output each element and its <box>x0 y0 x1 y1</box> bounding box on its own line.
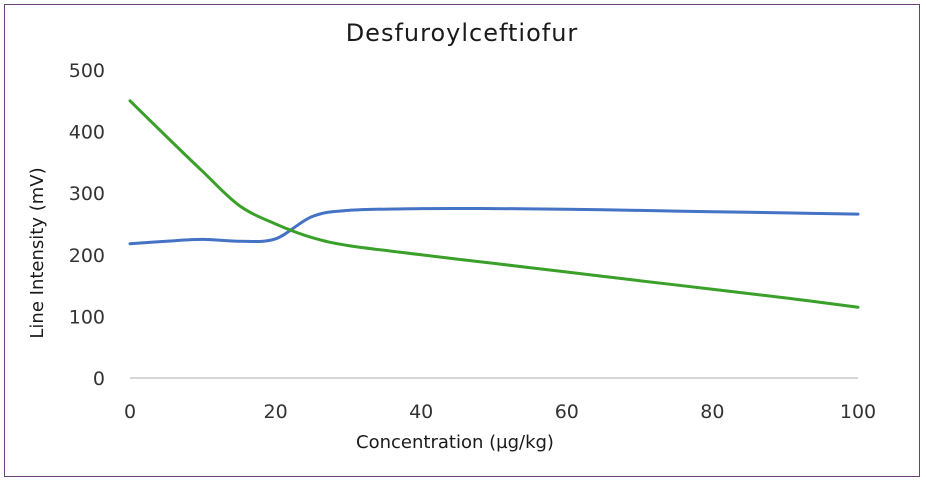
series-line-1 <box>128 206 860 246</box>
series-line-2 <box>128 99 860 309</box>
series-lines <box>128 99 860 309</box>
x-axis-label: Concentration (µg/kg) <box>356 432 554 453</box>
y-tick-label: 200 <box>69 245 105 267</box>
y-tick-label: 500 <box>69 60 105 82</box>
y-axis-label: Line Intensity (mV) <box>27 167 48 338</box>
y-tick-label: 300 <box>69 183 105 205</box>
x-tick-label: 100 <box>840 401 876 423</box>
x-tick-label: 20 <box>264 401 288 423</box>
x-tick-label: 80 <box>700 401 724 423</box>
x-tick-label: 60 <box>555 401 579 423</box>
y-tick-label: 100 <box>69 306 105 328</box>
x-tick-labels: 0 20 40 60 80 100 <box>124 401 876 423</box>
y-tick-labels: 0 100 200 300 400 500 <box>69 60 105 390</box>
y-tick-label: 400 <box>69 122 105 144</box>
chart-title: Desfuroylceftiofur <box>346 19 579 47</box>
x-tick-label: 0 <box>124 401 136 423</box>
y-tick-label: 0 <box>93 368 105 390</box>
x-tick-label: 40 <box>409 401 433 423</box>
